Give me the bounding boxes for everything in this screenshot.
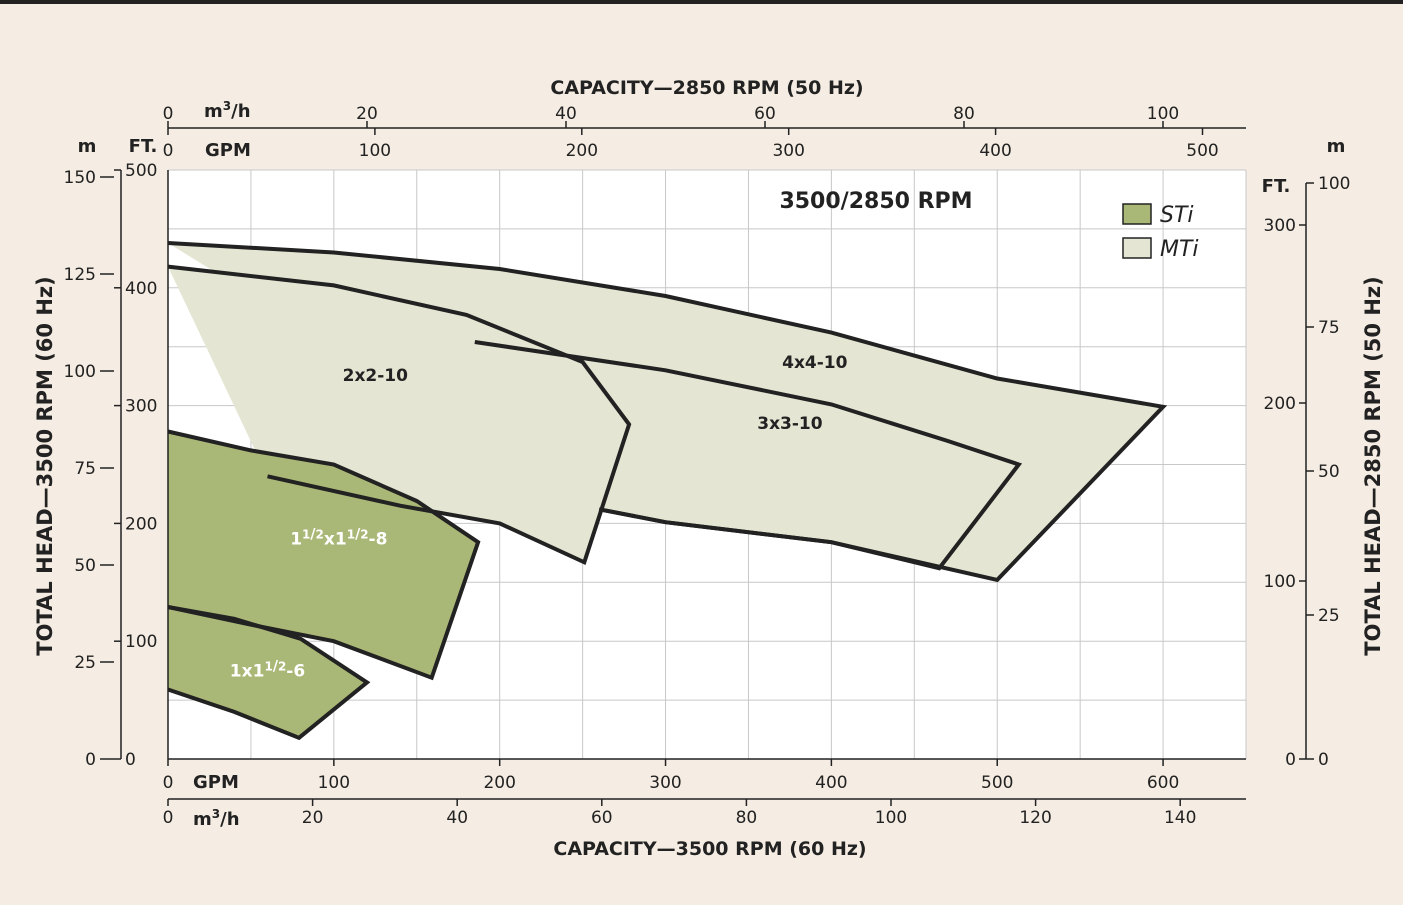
top-gpm-tick-label: 0 [163,141,174,161]
bottom-gpm-tick-label: 200 [483,773,515,793]
legend-label-MTi: MTi [1160,237,1199,262]
bottom-m3h-tick-label: 0 [163,808,174,828]
left-axis-title: TOTAL HEAD—3500 RPM (60 Hz) [33,276,57,655]
bottom-gpm-tick-label: 500 [981,773,1013,793]
bottom-axis-title: CAPACITY—3500 RPM (60 Hz) [553,838,866,860]
region-label-part: x [242,662,253,682]
region-label-11/2x11/2-8: 11/2x11/2-8 [290,527,387,550]
region-label-part: 1 [302,528,310,542]
left-ft-unit: FT. [129,136,158,157]
right-ft-unit: FT. [1262,176,1291,197]
left-m-tick-label: 25 [74,653,96,673]
left-ft-tick-label: 500 [125,161,157,181]
region-label-part: 1 [335,530,347,550]
region-label-2x2-10: 2x2-10 [343,366,409,386]
legend-swatch-STi [1122,203,1152,225]
top-gpm-tick-label: 100 [359,141,391,161]
left-ft-tick-label: 100 [125,632,157,652]
top-gpm-tick-label: 300 [772,141,804,161]
left-ft-tick-label: 200 [125,514,157,534]
right-ft-tick-label: 100 [1264,572,1296,592]
right-ft-tick-label: 0 [1285,750,1296,770]
top-m3h-tick-label: 80 [953,104,975,124]
bottom-gpm-tick-label: 300 [649,773,681,793]
top-m3h-tick-label: 60 [754,104,776,124]
top-m3h-tick-label: 100 [1147,104,1179,124]
top-gpm-tick-label: 200 [566,141,598,161]
bottom-m3h-tick-label: 20 [302,808,324,828]
left-ft-tick-label: 300 [125,397,157,417]
region-label-1x11/2-6: 1x11/2-6 [230,659,305,682]
right-m-tick-label: 0 [1318,750,1329,770]
bottom-gpm-tick-label: 0 [163,773,174,793]
region-label-4x4-10: 4x4-10 [782,353,848,373]
region-label-part: 1 [290,530,302,550]
region-label-part: 1 [230,662,242,682]
left-m-tick-label: 100 [64,362,96,382]
region-label-part: 2 [360,528,368,542]
region-label-part: -8 [369,530,388,550]
legend-swatch-MTi [1122,237,1152,259]
right-ft-tick-label: 200 [1264,394,1296,414]
right-m-tick-label: 100 [1318,174,1350,194]
top-m3h-tick-label: 0 [163,104,174,124]
curve-outline-1x11/2-6 [167,605,371,741]
bottom-m3h-tick-label: 40 [446,808,468,828]
bottom-gpm-tick-label: 600 [1147,773,1179,793]
left-m-tick-label: 50 [74,556,96,576]
region-2x2-10 [168,266,630,563]
top-gpm-tick-label: 400 [979,141,1011,161]
bottom-m3h-unit: m3/h [193,807,240,830]
legend-label-STi: STi [1160,203,1194,228]
region-label-part: x [324,530,335,550]
region-label-3x3-10: 3x3-10 [757,414,823,434]
curve-outline-3x3-10 [474,340,1023,571]
bottom-m3h-tick-label: 60 [591,808,613,828]
region-label-part: 1 [253,662,265,682]
region-label-part: / [310,527,316,543]
bottom-m3h-tick-label: 140 [1164,808,1196,828]
left-m-tick-label: 125 [64,265,96,285]
bottom-gpm-tick-label: 400 [815,773,847,793]
region-label-part: / [355,527,361,543]
right-axis-title: TOTAL HEAD—2850 RPM (50 Hz) [1361,276,1385,655]
top-gpm-tick-label: 500 [1186,141,1218,161]
top-gpm-unit: GPM [205,140,251,161]
right-m-tick-label: 75 [1318,318,1340,338]
left-m-tick-label: 0 [85,750,96,770]
bottom-gpm-unit: GPM [193,772,239,793]
left-m-tick-label: 75 [74,459,96,479]
top-rule [0,0,1403,4]
left-ft-tick-label: 400 [125,279,157,299]
top-m3h-tick-label: 40 [555,104,577,124]
region-label-part: / [273,659,279,675]
bottom-gpm-tick-label: 100 [318,773,350,793]
region-label-part: -6 [286,662,305,682]
right-m-tick-label: 25 [1318,606,1340,626]
region-label-part: 2 [278,660,286,674]
bottom-m3h-tick-label: 120 [1019,808,1051,828]
top-m3h-tick-label: 20 [356,104,378,124]
left-ft-tick-label: 0 [125,750,136,770]
left-m-tick-label: 150 [64,168,96,188]
region-label-part: 2 [316,528,324,542]
right-ft-tick-label: 300 [1264,216,1296,236]
left-m-unit: m [78,136,97,157]
region-label-part: 1 [264,660,272,674]
region-11/2x11/2-8 [168,431,479,678]
right-m-tick-label: 50 [1318,462,1340,482]
bottom-m3h-tick-label: 80 [736,808,758,828]
bottom-m3h-tick-label: 100 [875,808,907,828]
right-m-unit: m [1327,136,1346,157]
top-axis-title: CAPACITY—2850 RPM (50 Hz) [550,77,863,99]
top-m3h-unit: m3/h [204,99,251,122]
region-label-part: 1 [347,528,355,542]
chart-title: 3500/2850 RPM [779,189,972,214]
